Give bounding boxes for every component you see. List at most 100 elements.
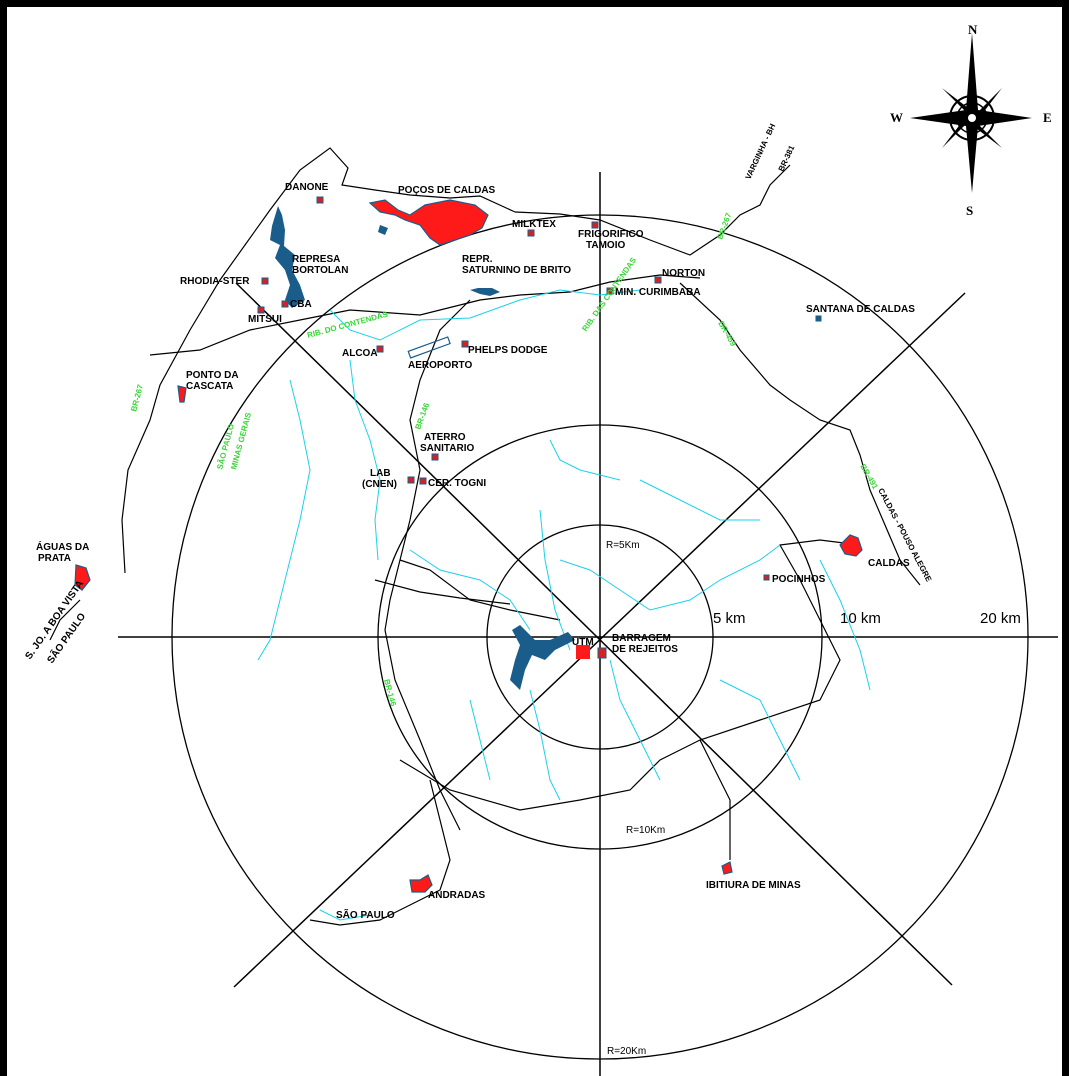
phelps-label: PHELPS DODGE	[468, 345, 548, 356]
santana-marker	[815, 315, 822, 322]
site-markers	[257, 196, 822, 659]
aterro-label: ATERRO	[424, 432, 466, 443]
prata-label: PRATA	[38, 553, 71, 564]
compass-east-label: E	[1043, 110, 1052, 125]
urban-areas	[74, 199, 863, 893]
rhodia-marker	[261, 277, 269, 285]
alcoa-marker	[376, 345, 384, 353]
river-4	[409, 549, 531, 631]
road-west-loop	[149, 274, 701, 356]
river-6	[559, 544, 781, 611]
river-3	[349, 359, 381, 561]
curimbaba-marker	[606, 287, 614, 295]
pocinhos-label: POCINHOS	[772, 574, 826, 585]
river-11	[529, 689, 561, 801]
pocos-lake	[378, 225, 388, 235]
aeroporto-label: AEROPORTO	[408, 360, 472, 371]
togni-marker	[419, 477, 427, 485]
andradas-label: ANDRADAS	[428, 890, 486, 901]
caldas-pouso-alegre-label: CALDAS - POUSO ALEGRE	[876, 487, 933, 584]
grid-axes	[118, 172, 1058, 1076]
ibitiura-urban	[721, 861, 733, 875]
water-bodies	[270, 206, 575, 690]
road-south-west	[399, 559, 561, 621]
axis-ne-sw	[233, 292, 966, 988]
represa-bortolan-lake	[270, 206, 305, 308]
compass-west-label: W	[890, 110, 903, 125]
ring-20km-label: R=20Km	[607, 1046, 646, 1057]
barragem-marker	[597, 647, 607, 659]
utm-dam	[510, 625, 575, 690]
norton-marker	[654, 276, 662, 284]
cnen-label: (CNEN)	[362, 479, 397, 490]
togni-label: CER. TOGNI	[428, 478, 486, 489]
compass-center	[968, 114, 976, 122]
br459-label: BR-459	[716, 320, 738, 349]
river-9	[819, 559, 871, 691]
road-north	[514, 164, 791, 256]
pocinhos-marker	[763, 574, 770, 581]
river-10	[469, 699, 491, 781]
ring-10km-label: R=10Km	[626, 825, 665, 836]
river-12	[639, 479, 760, 521]
aterro-marker	[431, 453, 439, 461]
br267-west-label: BR-267	[129, 383, 145, 412]
rhodia-label: RHODIA-STER	[180, 276, 250, 287]
bortolan-label: BORTOLAN	[292, 265, 348, 276]
road-ibitiura	[699, 739, 731, 860]
santana-label: SANTANA DE CALDAS	[806, 304, 915, 315]
river-7	[609, 659, 661, 781]
ring-5km-label: R=5Km	[606, 540, 640, 551]
ponto-cascata-urban	[177, 385, 187, 403]
pocos-urban	[368, 199, 489, 246]
br267-north-label: BR-267	[715, 211, 733, 240]
cba-label: CBA	[290, 299, 312, 310]
road-inner	[374, 579, 511, 605]
pocos-label: POÇOS DE CALDAS	[398, 185, 496, 196]
ibitiura-label: IBITIURA DE MINAS	[706, 880, 801, 891]
varginha-label: VARGINHA - BH	[744, 122, 778, 181]
mitsui-marker	[257, 306, 265, 314]
sanitario-label: SANITARIO	[420, 443, 474, 454]
axis-nw-se	[235, 282, 953, 986]
caldas-urban	[839, 534, 863, 557]
boundaries	[49, 147, 921, 926]
frigorifico-label: FRIGORIFICO	[578, 229, 644, 240]
ponto-label: PONTO DA	[186, 370, 239, 381]
river-14	[319, 909, 371, 921]
compass-south-label: S	[966, 203, 973, 218]
cascata-label: CASCATA	[186, 381, 233, 392]
andradas-urban	[409, 874, 433, 893]
repr-label: REPR.	[462, 254, 493, 265]
scale-5km-label: 5 km	[713, 610, 746, 627]
state-border	[121, 147, 516, 574]
aguas-label: ÁGUAS DA	[36, 540, 89, 553]
lab-marker	[407, 476, 415, 484]
danone-label: DANONE	[285, 182, 329, 193]
curimbaba-label: MIN. CURIMBABA	[615, 287, 701, 298]
road-south-loop	[399, 539, 861, 811]
compass-north-label: N	[968, 22, 978, 37]
milktex-label: MILKTEX	[512, 219, 556, 230]
scale-10km-label: 10 km	[840, 610, 881, 627]
road-andradas	[309, 779, 451, 926]
norton-label: NORTON	[662, 268, 705, 279]
river-13	[549, 439, 621, 481]
place-labels: DANONE POÇOS DE CALDAS MILKTEX FRIGORIFI…	[23, 182, 915, 921]
saturnino-lake	[470, 288, 500, 296]
aguas-prata-urban	[74, 564, 91, 591]
road-sao-paulo-bv	[49, 599, 81, 641]
caldas-label: CALDAS	[868, 558, 910, 569]
road-br146	[384, 299, 471, 831]
river-8	[719, 679, 801, 781]
compass-rose	[910, 33, 1032, 193]
river-1	[329, 289, 641, 341]
cba-marker	[281, 300, 289, 308]
represa-label: REPRESA	[292, 254, 340, 265]
utm-label: UTM	[572, 637, 594, 648]
road-east	[679, 282, 921, 586]
runway-strip	[407, 336, 451, 359]
scale-20km-label: 20 km	[980, 610, 1021, 627]
utm-marker	[576, 645, 590, 659]
